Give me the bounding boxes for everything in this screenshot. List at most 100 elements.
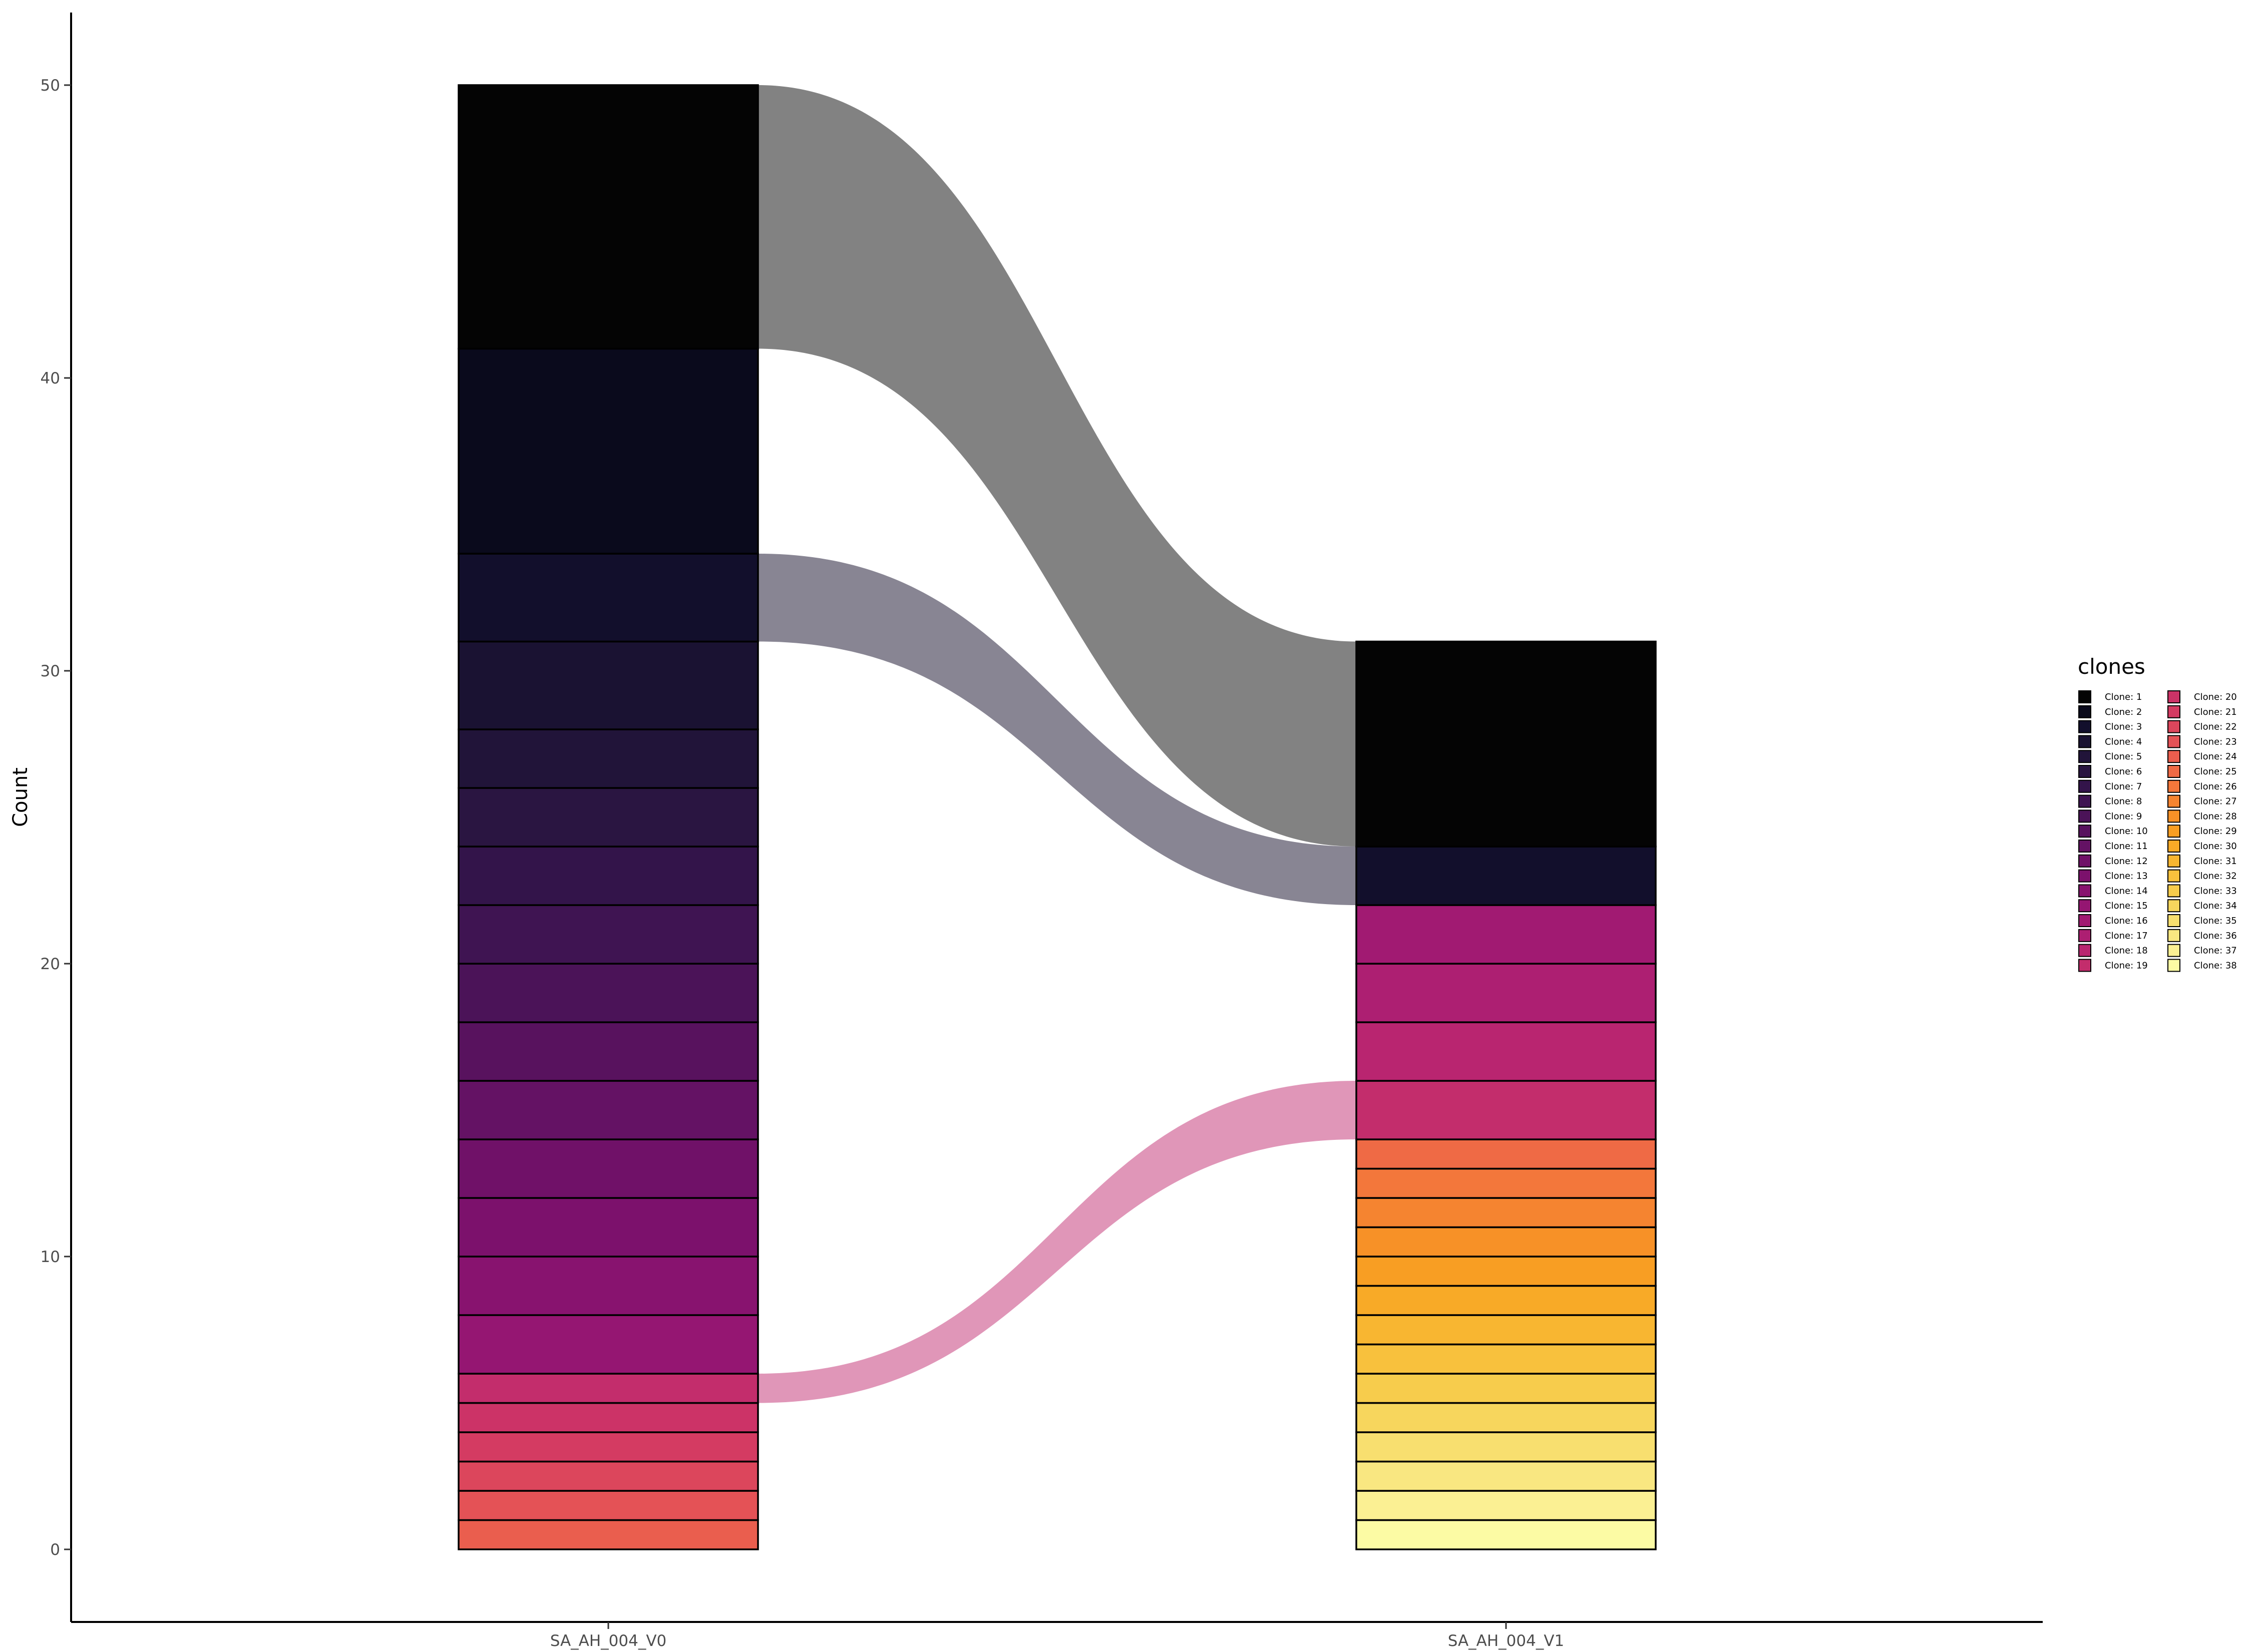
- bar-segment-clone-1: [458, 84, 759, 350]
- legend-key: [2078, 899, 2091, 913]
- bar-segment-clone-37: [1355, 1490, 1657, 1521]
- legend-key: [2167, 840, 2180, 853]
- legend-label: Clone: 13: [2105, 871, 2148, 882]
- legend-label: Clone: 28: [2194, 811, 2237, 821]
- legend-key: [2167, 794, 2180, 808]
- legend-key: [2078, 809, 2091, 823]
- legend-label: Clone: 1: [2105, 692, 2142, 702]
- legend-key: [2167, 765, 2180, 778]
- legend-key: [2167, 750, 2180, 763]
- y-axis-ticks: 0 10 20 30 40 50: [41, 77, 71, 1559]
- stacked-bars: [458, 84, 1657, 1550]
- bar-segment-clone-19: [458, 1373, 759, 1404]
- legend-key: [2167, 884, 2180, 898]
- bar-segment-clone-18: [1355, 1021, 1657, 1082]
- legend-label: Clone: 5: [2105, 751, 2142, 762]
- legend-key: [2167, 929, 2180, 942]
- legend-key: [2167, 899, 2180, 913]
- legend-label: Clone: 12: [2105, 856, 2148, 867]
- bar-segment-clone-38: [1355, 1519, 1657, 1550]
- legend-label: Clone: 26: [2194, 781, 2237, 792]
- legend-label: Clone: 6: [2105, 766, 2142, 777]
- bar-segment-clone-35: [1355, 1431, 1657, 1463]
- y-tick-label: 20: [41, 955, 60, 973]
- legend-label: Clone: 33: [2194, 886, 2237, 896]
- bar-segment-clone-10: [458, 1021, 759, 1082]
- bar-segment-clone-26: [1355, 1167, 1657, 1199]
- flow-layer: [758, 85, 1356, 1403]
- bar-segment-clone-4: [458, 640, 759, 730]
- legend-key: [2078, 884, 2091, 898]
- legend-label: Clone: 35: [2194, 916, 2237, 926]
- legend-key: [2078, 840, 2091, 853]
- bar-segment-clone-15: [458, 1314, 759, 1375]
- y-tick-label: 30: [41, 662, 60, 680]
- legend-key: [2167, 690, 2180, 703]
- bar-segment-clone-36: [1355, 1460, 1657, 1492]
- bar-segment-clone-9: [458, 963, 759, 1023]
- bar-segment-clone-29: [1355, 1256, 1657, 1287]
- legend-key: [2078, 720, 2091, 733]
- legend-label: Clone: 17: [2105, 931, 2148, 941]
- legend-label: Clone: 32: [2194, 871, 2237, 882]
- legend-key: [2078, 914, 2091, 927]
- bar-segment-clone-1: [1355, 640, 1657, 848]
- y-tick-label: 10: [41, 1248, 60, 1266]
- legend-key: [2078, 735, 2091, 748]
- legend-label: Clone: 2: [2105, 707, 2142, 717]
- legend-label: Clone: 36: [2194, 931, 2237, 941]
- bar-segment-clone-7: [458, 846, 759, 906]
- bar-segment-clone-3: [458, 553, 759, 643]
- legend-label: Clone: 18: [2105, 946, 2148, 956]
- flow-clone-19: [758, 1081, 1356, 1403]
- legend-key: [2167, 944, 2180, 957]
- legend-label: Clone: 31: [2194, 856, 2237, 867]
- bar-segment-clone-8: [458, 904, 759, 965]
- legend-label: Clone: 25: [2194, 766, 2237, 777]
- legend-key: [2167, 779, 2180, 793]
- legend-label: Clone: 20: [2194, 692, 2237, 702]
- legend-label: Clone: 9: [2105, 811, 2142, 821]
- y-tick-label: 50: [41, 77, 60, 95]
- bar-segment-clone-30: [1355, 1285, 1657, 1316]
- legend-key: [2078, 779, 2091, 793]
- bar-segment-clone-34: [1355, 1402, 1657, 1433]
- legend-label: Clone: 10: [2105, 826, 2148, 837]
- legend-key: [2078, 854, 2091, 868]
- bar-segment-clone-28: [1355, 1226, 1657, 1258]
- legend-key: [2078, 929, 2091, 942]
- legend-label: Clone: 16: [2105, 916, 2148, 926]
- bar-segment-clone-20: [458, 1402, 759, 1433]
- x-tick-label: SA_AH_004_V0: [550, 1632, 667, 1650]
- legend-label: Clone: 8: [2105, 796, 2142, 807]
- bar-segment-clone-25: [1355, 1138, 1657, 1170]
- legend-key: [2078, 794, 2091, 808]
- legend-key: [2078, 690, 2091, 703]
- legend-key: [2078, 959, 2091, 972]
- legend-label: Clone: 15: [2105, 901, 2148, 911]
- legend-key: [2167, 809, 2180, 823]
- legend-items: Clone: 1 Clone: 2 Clone: 3 Clone: 4 Clone: 5…: [2078, 690, 2237, 972]
- bar-segment-clone-6: [458, 787, 759, 848]
- axes: 0 10 20 30 40 50 SA_AH_004_V0 SA_AH_004_V1 Cou…: [9, 13, 2043, 1650]
- legend-label: Clone: 4: [2105, 736, 2142, 747]
- y-tick-label: 40: [41, 369, 60, 387]
- flow-clone-1: [758, 85, 1356, 847]
- legend-key: [2167, 705, 2180, 718]
- bar-segment-clone-31: [1355, 1314, 1657, 1346]
- bar-segment-clone-24: [458, 1519, 759, 1550]
- legend-label: Clone: 23: [2194, 736, 2237, 747]
- legend-key: [2167, 720, 2180, 733]
- legend-key: [2167, 735, 2180, 748]
- bar-segment-clone-14: [458, 1256, 759, 1316]
- legend-title: clones: [2078, 654, 2145, 679]
- bar-segment-clone-19: [1355, 1080, 1657, 1140]
- legend-label: Clone: 29: [2194, 826, 2237, 837]
- y-axis-title: Count: [9, 767, 32, 827]
- legend-label: Clone: 24: [2194, 751, 2237, 762]
- bar-segment-clone-22: [458, 1460, 759, 1492]
- legend-label: Clone: 22: [2194, 722, 2237, 732]
- bar-segment-clone-3: [1355, 846, 1657, 906]
- legend-key: [2078, 944, 2091, 957]
